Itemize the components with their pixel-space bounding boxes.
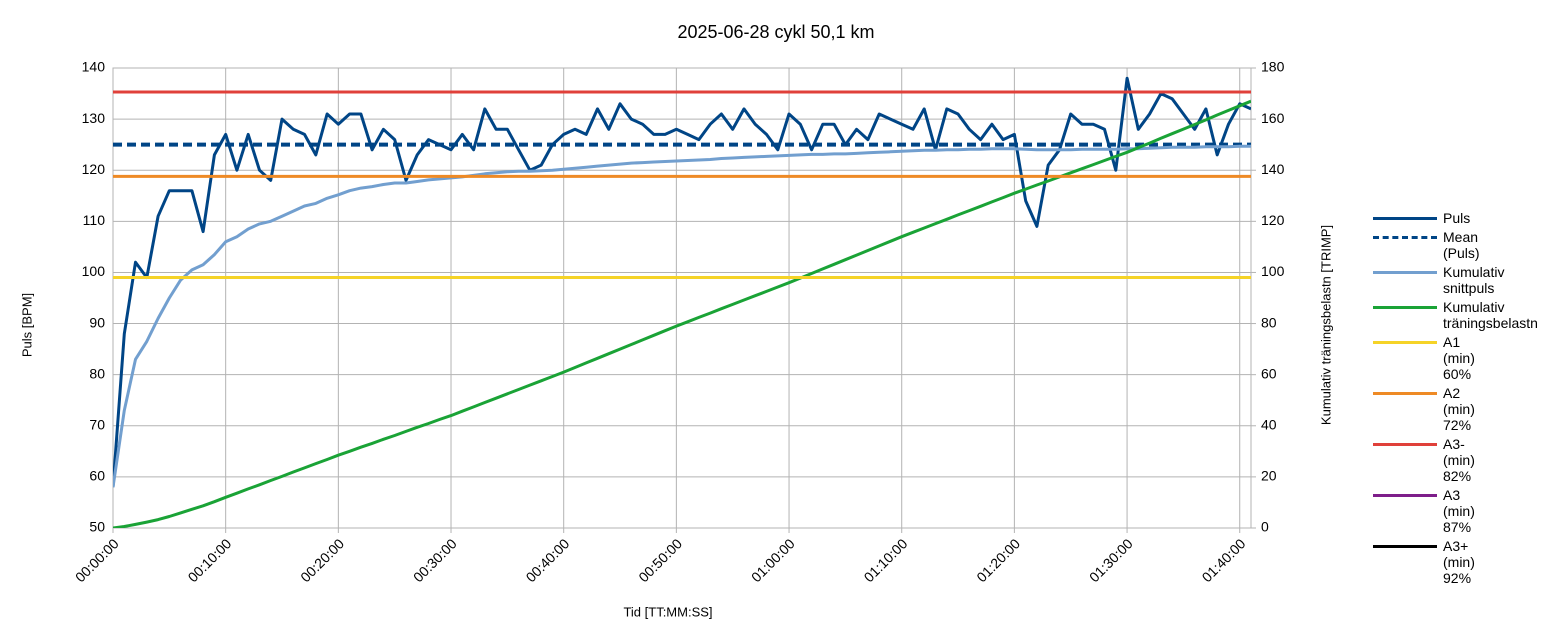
legend-label: Puls	[1443, 210, 1471, 226]
legend-swatch	[1373, 392, 1437, 395]
legend-item: Puls	[1373, 210, 1485, 226]
legend-swatch	[1373, 341, 1437, 344]
legend-item: A2 (min) 72%	[1373, 385, 1485, 433]
y-tick-label: 60	[89, 468, 105, 484]
legend-label: A3+ (min) 92%	[1443, 538, 1475, 586]
legend-label: Kumulativ träningsbelastn	[1443, 299, 1538, 331]
legend-item: A3- (min) 82%	[1373, 436, 1485, 484]
legend-swatch	[1373, 545, 1437, 548]
y2-tick-label: 40	[1261, 416, 1277, 432]
legend-item: A3+ (min) 92%	[1373, 538, 1485, 586]
y-tick-label: 130	[82, 110, 106, 126]
legend-label: A2 (min) 72%	[1443, 385, 1475, 433]
legend-item: Mean (Puls)	[1373, 229, 1485, 261]
y2-tick-label: 120	[1261, 212, 1285, 228]
chart-title: 2025-06-28 cykl 50,1 km	[677, 22, 874, 42]
x-tick-label: 01:10:00	[861, 535, 911, 585]
x-tick-label: 00:00:00	[72, 535, 122, 585]
y-tick-label: 120	[82, 161, 106, 177]
y-tick-label: 110	[83, 212, 106, 228]
legend-item: Kumulativ träningsbelastn	[1373, 299, 1538, 331]
series-group	[113, 76, 1251, 528]
y-tick-label: 100	[82, 263, 106, 279]
y2-tick-label: 140	[1261, 161, 1285, 177]
y-tick-label: 50	[89, 519, 105, 535]
x-tick-label: 01:40:00	[1199, 535, 1249, 585]
x-tick-label: 00:50:00	[635, 535, 685, 585]
legend-item: A3 (min) 87%	[1373, 487, 1485, 535]
legend-label: A3- (min) 82%	[1443, 436, 1475, 484]
legend-swatch	[1373, 494, 1437, 497]
x-tick-label: 01:30:00	[1086, 535, 1136, 585]
data-line	[113, 144, 1251, 488]
legend-label: A3 (min) 87%	[1443, 487, 1475, 535]
x-tick-label: 00:30:00	[410, 535, 460, 585]
y2-tick-label: 20	[1261, 468, 1277, 484]
legend-item: A1 (min) 60%	[1373, 334, 1485, 382]
y2-tick-label: 0	[1261, 519, 1269, 535]
legend: Puls Mean (Puls) Kumulativ snittpuls Kumula…	[1373, 210, 1538, 589]
data-line	[113, 76, 1251, 488]
legend-swatch	[1373, 306, 1437, 309]
legend-item: Kumulativ snittpuls	[1373, 264, 1504, 296]
y-tick-label: 140	[82, 59, 106, 75]
x-tick-label: 00:20:00	[297, 535, 347, 585]
legend-swatch	[1373, 217, 1437, 220]
y2-axis-label: Kumulativ träningsbelastn [TRIMP]	[1318, 225, 1333, 425]
y2-tick-label: 160	[1261, 110, 1285, 126]
x-tick-label: 01:20:00	[973, 535, 1023, 585]
y-tick-label: 70	[89, 416, 105, 432]
y2-tick-label: 180	[1261, 59, 1285, 75]
y2-tick-label: 80	[1261, 314, 1277, 330]
legend-swatch	[1373, 271, 1437, 274]
x-tick-label: 00:10:00	[185, 535, 235, 585]
y-tick-label: 80	[89, 365, 105, 381]
legend-label: Mean (Puls)	[1443, 229, 1480, 261]
legend-swatch	[1373, 443, 1437, 446]
x-tick-label: 01:00:00	[748, 535, 798, 585]
y2-tick-label: 100	[1261, 263, 1285, 279]
x-tick-label: 00:40:00	[523, 535, 573, 585]
legend-label: A1 (min) 60%	[1443, 334, 1475, 382]
legend-swatch	[1373, 236, 1437, 239]
y2-tick-label: 60	[1261, 365, 1277, 381]
y-axis-label: Puls [BPM]	[19, 293, 34, 357]
legend-label: Kumulativ snittpuls	[1443, 264, 1505, 296]
x-axis-label: Tid [TT:MM:SS]	[623, 604, 712, 619]
y-tick-label: 90	[89, 314, 105, 330]
plot-area	[112, 67, 1252, 529]
